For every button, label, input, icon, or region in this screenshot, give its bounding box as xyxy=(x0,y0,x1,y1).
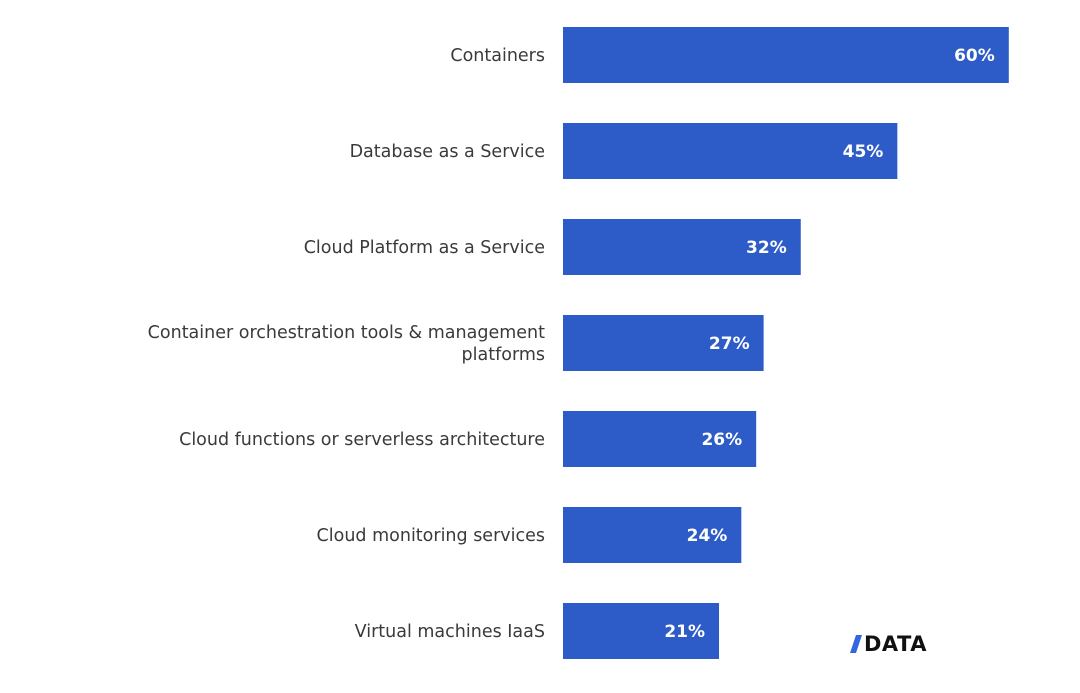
category-label-2: Database as a Service xyxy=(350,142,545,162)
value-labels: 60% 45% 32% 27% 26% 24% 21% xyxy=(664,46,994,642)
bars xyxy=(563,27,1009,659)
category-label-line: Cloud functions or serverless architectu… xyxy=(179,430,545,450)
category-label-line: Database as a Service xyxy=(350,142,545,162)
value-label-4: 27% xyxy=(709,334,750,354)
category-label-7: Virtual machines IaaS xyxy=(355,622,545,642)
bar-4 xyxy=(563,315,764,371)
value-label-6: 24% xyxy=(687,526,728,546)
category-label-4: Container orchestration tools & manageme… xyxy=(148,323,545,365)
category-label-6: Cloud monitoring services xyxy=(317,526,545,546)
logo-text: DATA xyxy=(864,632,927,656)
category-labels: Containers Database as a Service Cloud Pla… xyxy=(148,46,545,642)
logo: DATA xyxy=(850,632,927,656)
category-label-line: Cloud monitoring services xyxy=(317,526,545,546)
category-label-line: Cloud Platform as a Service xyxy=(304,238,545,258)
value-label-2: 45% xyxy=(843,142,884,162)
bar-7 xyxy=(563,603,720,659)
value-label-7: 21% xyxy=(664,622,705,642)
value-label-1: 60% xyxy=(954,46,995,66)
value-label-5: 26% xyxy=(701,430,742,450)
category-label-line: Container orchestration tools & manageme… xyxy=(148,323,545,343)
bar-6 xyxy=(563,507,742,563)
value-label-3: 32% xyxy=(746,238,787,258)
category-label-3: Cloud Platform as a Service xyxy=(304,238,545,258)
category-label-line: Virtual machines IaaS xyxy=(355,622,545,642)
bar-5 xyxy=(563,411,757,467)
category-label-line: platforms xyxy=(462,345,545,365)
bar-3 xyxy=(563,219,801,275)
category-label-1: Containers xyxy=(450,46,545,66)
slash-icon xyxy=(850,635,862,653)
bar-1 xyxy=(563,27,1009,83)
category-label-5: Cloud functions or serverless architectu… xyxy=(179,430,545,450)
category-label-line: Containers xyxy=(450,46,545,66)
bar-2 xyxy=(563,123,898,179)
